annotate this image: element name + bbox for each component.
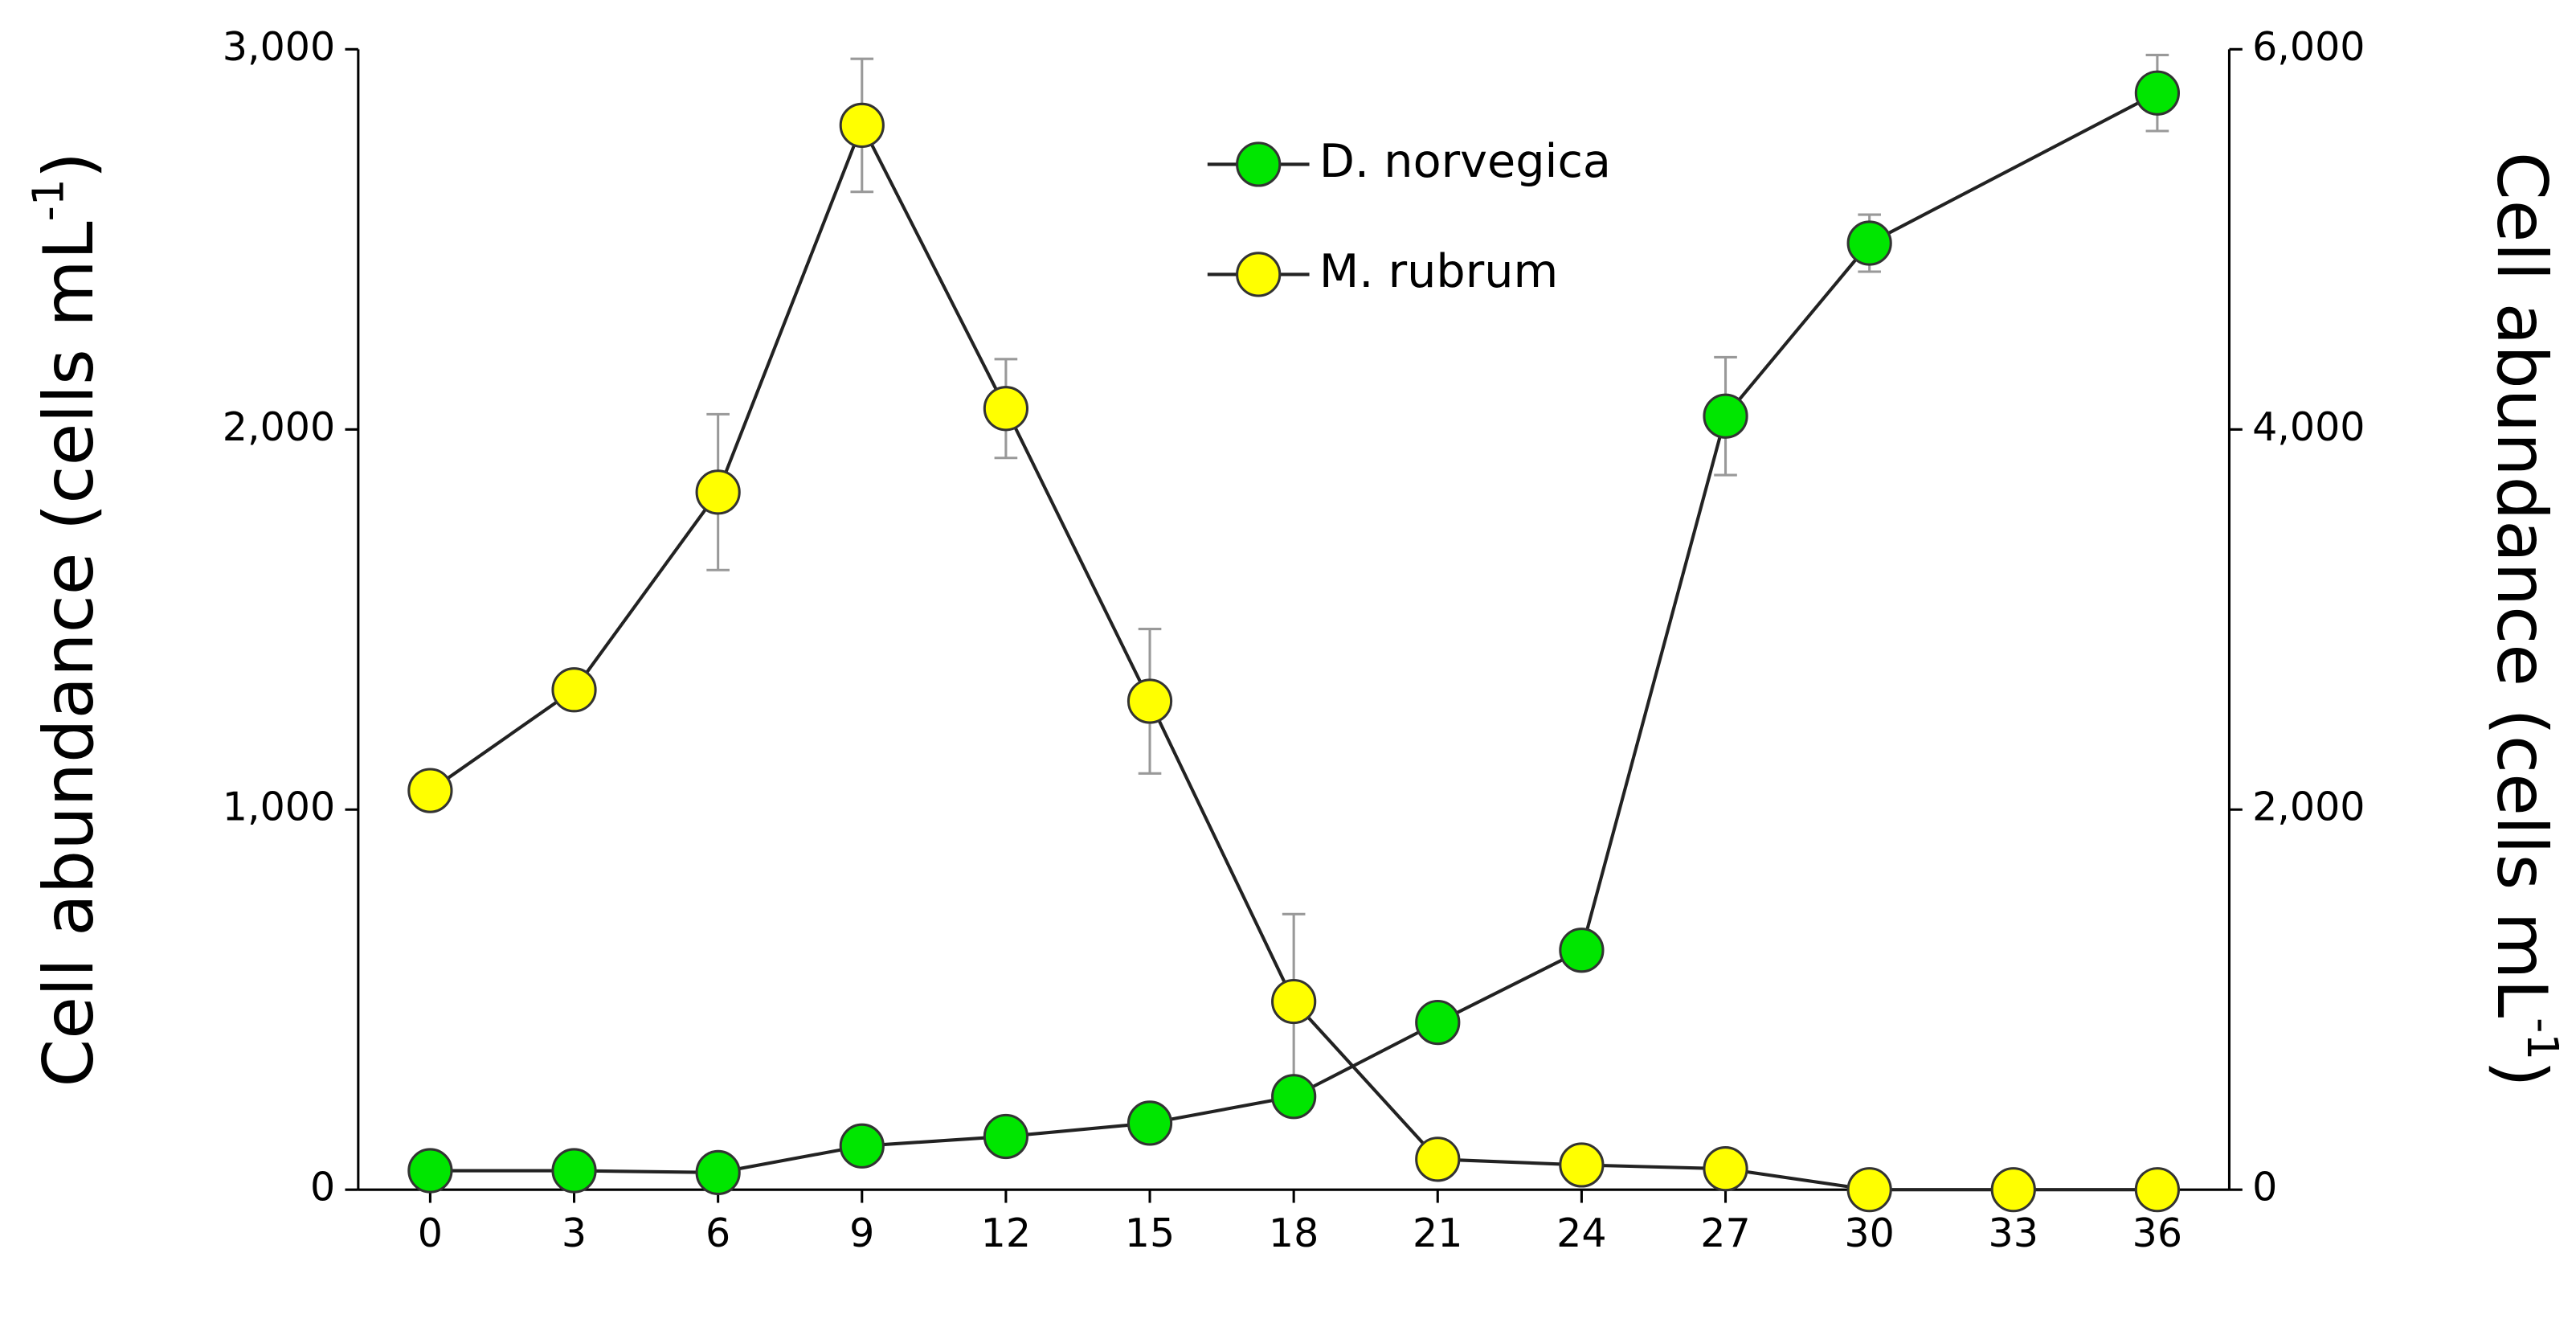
y2-tick-label: 2,000 bbox=[2252, 784, 2365, 830]
legend-label: M. rubrum bbox=[1319, 245, 1558, 298]
data-point bbox=[407, 768, 453, 813]
legend-marker bbox=[1236, 141, 1282, 187]
x-tick-label: 6 bbox=[705, 1210, 730, 1256]
x-tick-label: 21 bbox=[1413, 1210, 1462, 1256]
x-tick-label: 12 bbox=[981, 1210, 1031, 1256]
y-axis-label: Cell abundance (cells mL-1) bbox=[23, 152, 109, 1087]
data-point bbox=[1846, 1167, 1892, 1213]
data-point bbox=[2134, 1167, 2181, 1213]
y2-axis-label-suffix: ) bbox=[2481, 1060, 2562, 1087]
data-point bbox=[551, 1148, 597, 1194]
data-point bbox=[695, 1149, 741, 1196]
x-tick-label: 3 bbox=[562, 1210, 587, 1256]
y2-tick-label: 4,000 bbox=[2252, 403, 2365, 450]
data-point bbox=[1415, 999, 1461, 1046]
data-point bbox=[1271, 1074, 1317, 1120]
data-point bbox=[1559, 1142, 1605, 1188]
x-tick-label: 27 bbox=[1700, 1210, 1750, 1256]
y-axis-label-text: Cell abundance (cells mL bbox=[30, 221, 110, 1087]
x-tick-label: 0 bbox=[418, 1210, 443, 1256]
x-tick-label: 18 bbox=[1269, 1210, 1319, 1256]
data-point bbox=[839, 1123, 885, 1169]
data-point bbox=[407, 1148, 453, 1194]
y-tick-label: 1,000 bbox=[223, 784, 335, 830]
data-point bbox=[1846, 220, 1892, 266]
y-tick-label: 0 bbox=[310, 1164, 335, 1210]
data-point bbox=[1126, 678, 1173, 724]
data-point bbox=[983, 1113, 1029, 1160]
data-point bbox=[839, 102, 885, 149]
data-point bbox=[1559, 928, 1605, 973]
x-tick-label: 33 bbox=[1989, 1210, 2038, 1256]
y2-axis-label-text: Cell abundance (cells mL bbox=[2481, 152, 2562, 1018]
data-point bbox=[551, 667, 597, 713]
y2-axis-label-superscript: -1 bbox=[2517, 1018, 2567, 1060]
data-point bbox=[1703, 1146, 1748, 1192]
series-line bbox=[430, 91, 2158, 1174]
x-tick-label: 36 bbox=[2132, 1210, 2182, 1256]
y-tick-label: 3,000 bbox=[223, 23, 335, 70]
y-axis-label-suffix: ) bbox=[30, 152, 110, 178]
y2-tick-label: 0 bbox=[2252, 1164, 2277, 1210]
y-axis-label-superscript: -1 bbox=[23, 178, 73, 221]
x-tick-label: 30 bbox=[1844, 1210, 1894, 1256]
x-tick-label: 9 bbox=[849, 1210, 874, 1256]
data-point bbox=[1703, 393, 1748, 439]
data-point bbox=[2134, 70, 2181, 116]
legend-label: D. norvegica bbox=[1319, 135, 1611, 188]
data-point bbox=[1271, 978, 1317, 1025]
y2-axis-label: Cell abundance (cells mL-1) bbox=[2481, 152, 2567, 1087]
y2-tick-label: 6,000 bbox=[2252, 23, 2365, 70]
data-point bbox=[1990, 1167, 2036, 1213]
data-point bbox=[1126, 1100, 1173, 1146]
data-point bbox=[695, 469, 741, 515]
legend-marker bbox=[1236, 252, 1282, 297]
data-point bbox=[983, 386, 1029, 432]
x-tick-label: 24 bbox=[1556, 1210, 1606, 1256]
x-tick-label: 15 bbox=[1125, 1210, 1175, 1256]
y-tick-label: 2,000 bbox=[223, 403, 335, 450]
data-point bbox=[1415, 1136, 1461, 1182]
